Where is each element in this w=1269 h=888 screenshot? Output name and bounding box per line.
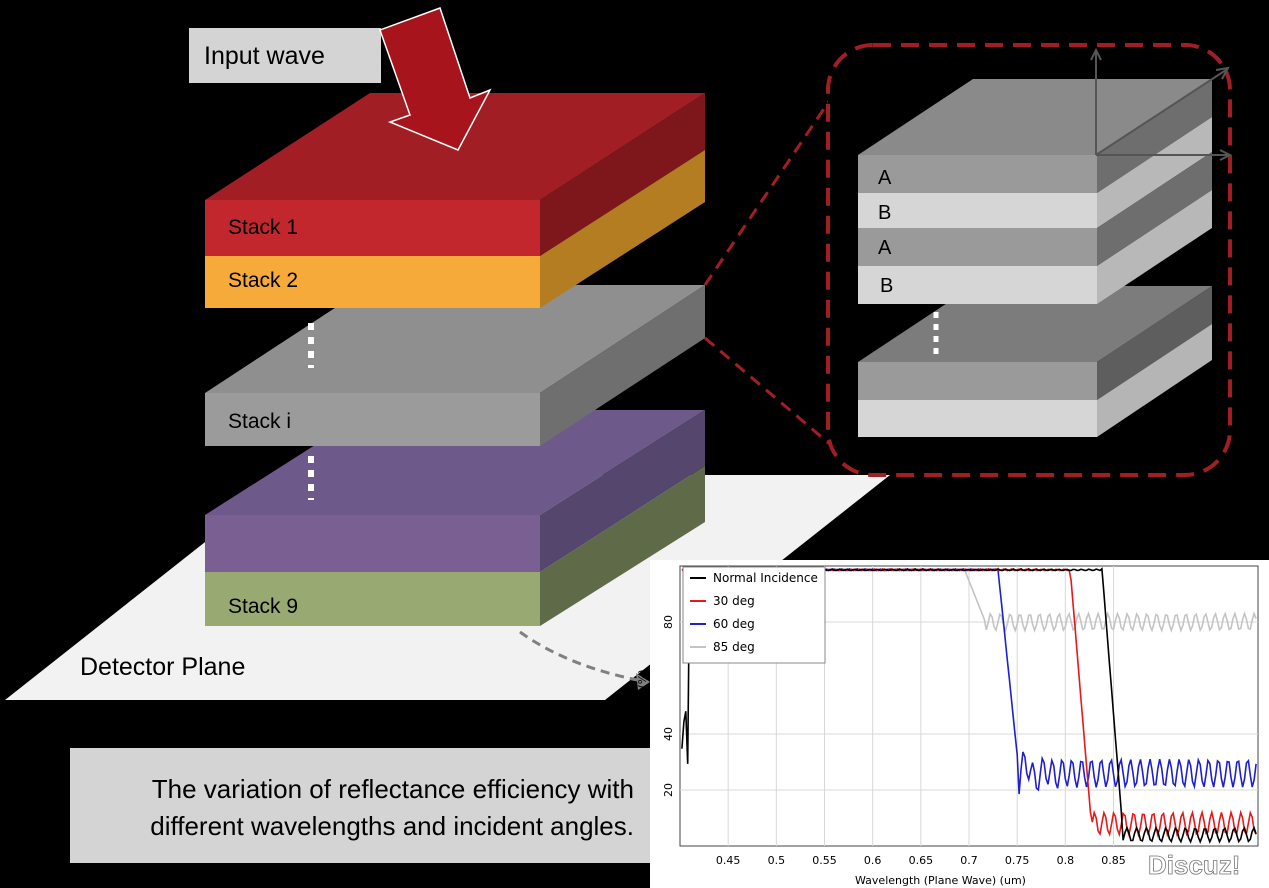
- caption-line-1: The variation of reflectance efficiency …: [152, 774, 634, 804]
- x-tick-label: 0.45: [716, 854, 741, 867]
- x-tick-label: 0.75: [1005, 854, 1030, 867]
- input-wave-label: Input wave: [204, 42, 325, 70]
- coordinate-axes-icon: [1090, 47, 1233, 161]
- x-tick-label: 0.55: [812, 854, 837, 867]
- caption-line-2: different wavelengths and incident angle…: [150, 811, 634, 841]
- zoom-connector-top: [703, 87, 840, 286]
- input-wave-arrow-icon: [379, 7, 492, 151]
- stack-2-label: Stack 2: [228, 269, 298, 292]
- stack-9-label: Stack 9: [228, 595, 298, 618]
- legend-label-30: 30 deg: [713, 594, 755, 608]
- layer-label-b2: B: [880, 275, 893, 297]
- stack-i-label: Stack i: [228, 410, 291, 433]
- y-tick-label: 40: [662, 727, 675, 741]
- layer-label-a1: A: [878, 167, 892, 189]
- chart-x-ticks: 0.45 0.5 0.55 0.6 0.65 0.7 0.75 0.8 0.85: [716, 854, 1126, 867]
- x-tick-label: 0.7: [960, 854, 978, 867]
- y-tick-label: 20: [662, 783, 675, 797]
- x-tick-label: 0.65: [909, 854, 934, 867]
- detector-to-chart-arrow: [519, 630, 649, 684]
- chart-y-axis-label: Efficiency (%): [636, 669, 649, 745]
- chart-legend-box: [682, 566, 826, 664]
- inset-lower-block: [858, 286, 1212, 437]
- x-tick-label: 0.8: [1057, 854, 1075, 867]
- x-tick-label: 0.5: [768, 854, 786, 867]
- layer-label-b1: B: [878, 202, 891, 224]
- legend-label-normal: Normal Incidence: [713, 571, 818, 585]
- watermark-text: Discuz!: [1148, 850, 1240, 880]
- reflectance-chart: 0.45 0.5 0.55 0.6 0.65 0.7 0.75 0.8 0.85 204080 …: [636, 560, 1269, 888]
- chart-x-axis-label: Wavelength (Plane Wave) (um): [855, 874, 1026, 887]
- caption-box: [70, 748, 650, 863]
- y-tick-label: 80: [662, 615, 675, 629]
- detector-to-chart-arrowhead-icon: [636, 673, 650, 690]
- chart-y-ticks: 20 40 80: [662, 615, 675, 797]
- input-wave-label-box: [189, 28, 381, 83]
- chart-legend: Normal Incidence 30 deg 60 deg 85 deg: [682, 566, 826, 664]
- stack-i-block: [205, 285, 705, 446]
- detector-plane-label: Detector Plane: [80, 653, 245, 681]
- layer-label-a2: A: [878, 237, 892, 259]
- x-tick-label: 0.6: [864, 854, 882, 867]
- legend-label-60: 60 deg: [713, 617, 755, 631]
- stack-1-label: Stack 1: [228, 216, 298, 239]
- x-tick-label: 0.85: [1101, 854, 1126, 867]
- legend-label-85: 85 deg: [713, 640, 755, 654]
- stack-top-block: [205, 93, 705, 308]
